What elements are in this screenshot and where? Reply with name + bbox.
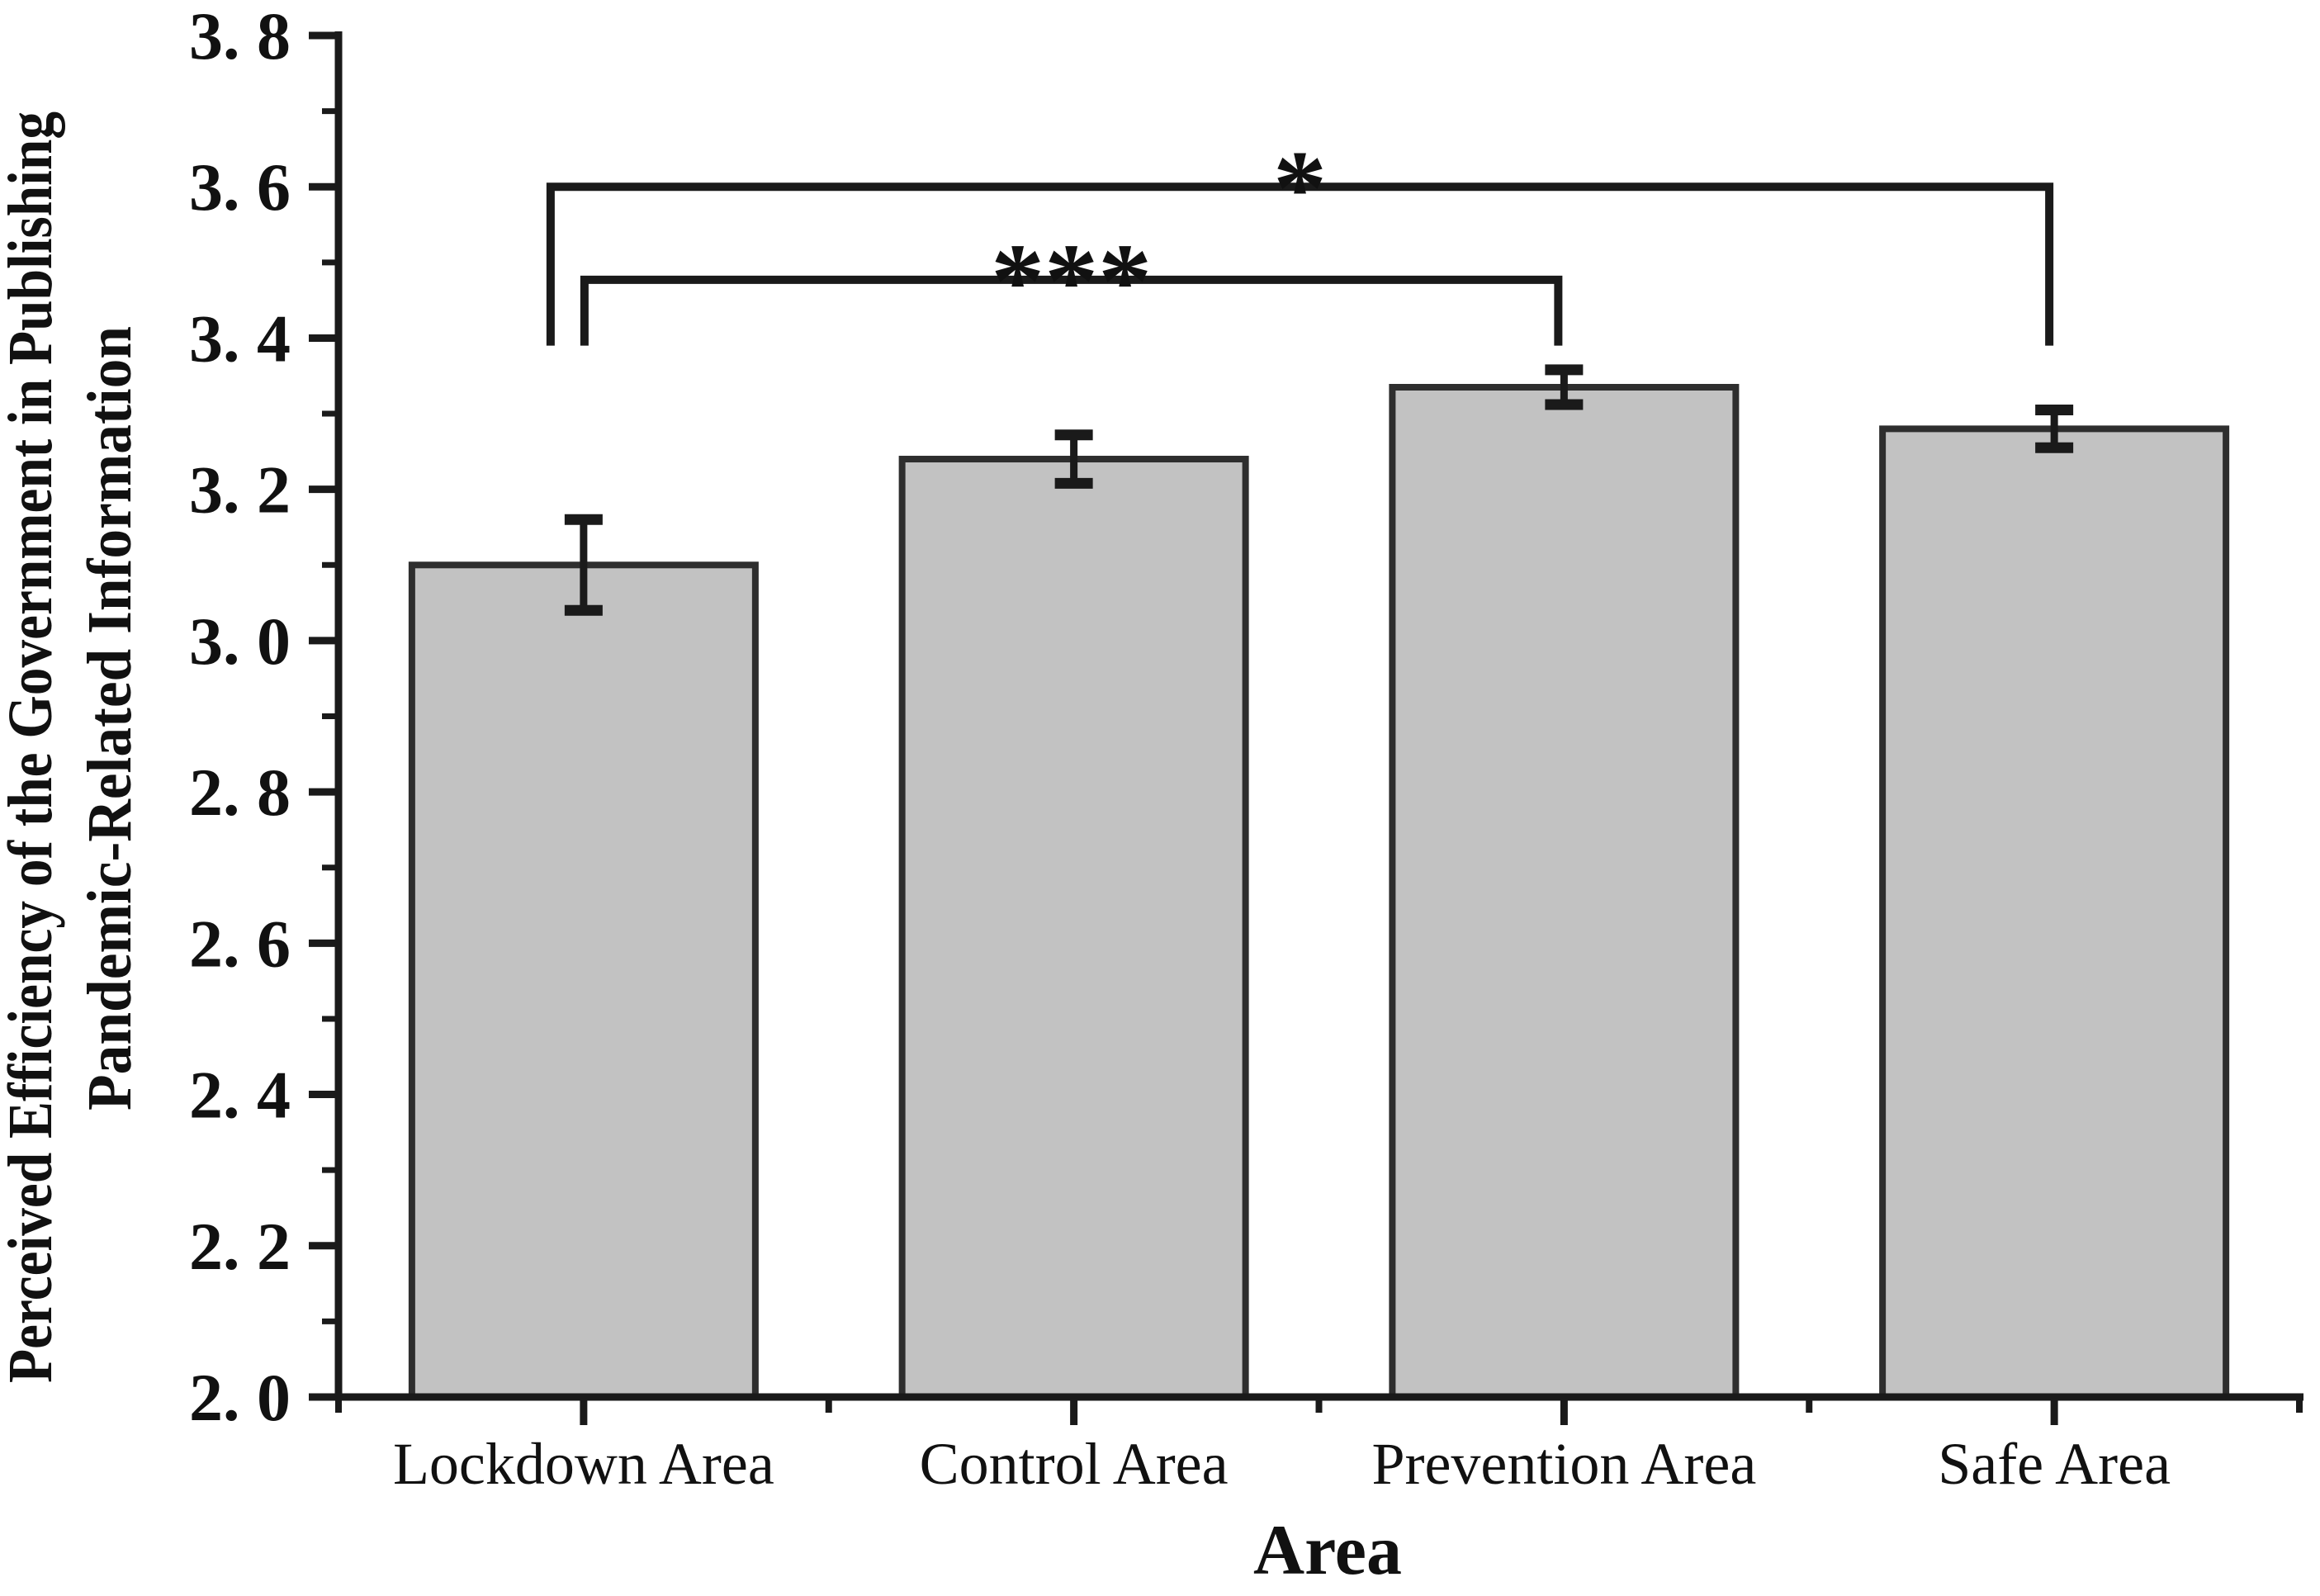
bar [898,456,1249,1400]
y-tick-label: 3. 2 [189,452,291,528]
x-tick-label: Safe Area [1938,1431,2171,1497]
y-tick-label: 2. 4 [189,1058,291,1133]
x-axis-title: Area [1253,1510,1402,1589]
significance-bracket [580,275,1563,346]
bar [408,561,759,1400]
y-axis-title-line2: Pandemic-Related Information [75,326,144,1111]
bar [1879,425,2230,1400]
y-tick-label: 2. 2 [189,1209,291,1284]
chart-render-layer: 2. 0 2. 2 2. 4 2. 6 2. 8 3. 0 3. 2 3. 4 3. 6 3. 8… [189,0,2303,1497]
y-tick-label: 3. 8 [189,0,291,73]
y-tick-label: 2. 8 [189,755,291,830]
significance-label: * [1273,129,1327,248]
significance-label: *** [991,222,1152,341]
y-axis-title: Perceived Efficiency of the Government i… [0,111,144,1383]
y-tick-label: 2. 0 [189,1360,291,1435]
bar [1389,383,1740,1400]
x-tick-label: Prevention Area [1371,1431,1756,1497]
y-tick-label: 3. 6 [189,149,291,225]
y-tick-label: 2. 6 [189,906,291,981]
x-tick-label: Control Area [920,1431,1229,1497]
significance-bracket [546,182,2054,346]
y-tick-label: 3. 4 [189,301,291,376]
x-tick-label: Lockdown Area [393,1431,774,1497]
y-tick-label: 3. 0 [189,604,291,679]
y-axis-title-line1: Perceived Efficiency of the Government i… [0,111,65,1383]
